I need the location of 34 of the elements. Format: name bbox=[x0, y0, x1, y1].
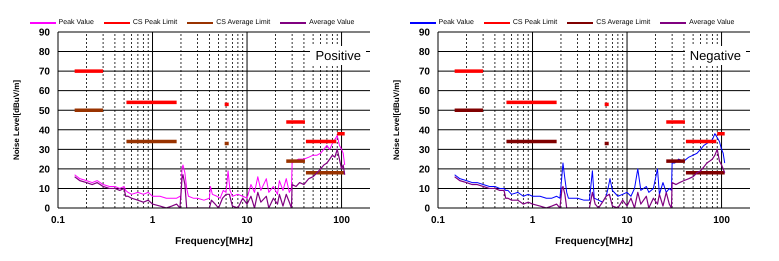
y-tick-label: 70 bbox=[418, 66, 430, 78]
y-tick-label: 80 bbox=[38, 47, 50, 58]
x-tick-label: 10 bbox=[241, 215, 254, 226]
y-tick-label: 50 bbox=[418, 106, 430, 117]
y-tick-label: 10 bbox=[38, 184, 50, 195]
y-tick-label: 60 bbox=[418, 86, 430, 98]
y-axis-title: Noise Level[dBuV/m] bbox=[12, 80, 21, 160]
y-tick-label: 50 bbox=[38, 106, 50, 117]
y-tick-label: 0 bbox=[424, 204, 430, 215]
y-tick-label: 30 bbox=[38, 144, 50, 156]
x-tick-label: 0.1 bbox=[51, 215, 66, 226]
y-tick-label: 0 bbox=[44, 204, 50, 215]
x-tick-label: 10 bbox=[621, 215, 634, 226]
x-tick-label: 100 bbox=[333, 215, 350, 226]
x-tick-label: 0.1 bbox=[431, 215, 446, 226]
x-tick-label: 100 bbox=[713, 215, 730, 226]
y-tick-label: 70 bbox=[38, 66, 50, 78]
x-axis-title: Frequency[MHz] bbox=[555, 236, 633, 247]
x-tick-label: 1 bbox=[150, 215, 156, 226]
annotation: Negative bbox=[684, 46, 746, 65]
y-tick-label: 10 bbox=[418, 184, 430, 195]
y-tick-label: 40 bbox=[418, 125, 430, 136]
y-tick-label: 40 bbox=[38, 125, 50, 136]
y-tick-label: 90 bbox=[38, 28, 50, 39]
y-tick-label: 30 bbox=[418, 144, 430, 156]
annotation: Positive bbox=[310, 46, 366, 65]
y-tick-label: 80 bbox=[418, 47, 430, 58]
y-tick-label: 60 bbox=[38, 86, 50, 98]
x-tick-label: 1 bbox=[530, 215, 536, 226]
x-axis-title: Frequency[MHz] bbox=[175, 236, 253, 247]
y-axis-title: Noise Level[dBuV/m] bbox=[392, 80, 401, 160]
y-tick-label: 20 bbox=[418, 164, 430, 176]
y-tick-label: 90 bbox=[418, 28, 430, 39]
y-tick-label: 20 bbox=[38, 164, 50, 176]
